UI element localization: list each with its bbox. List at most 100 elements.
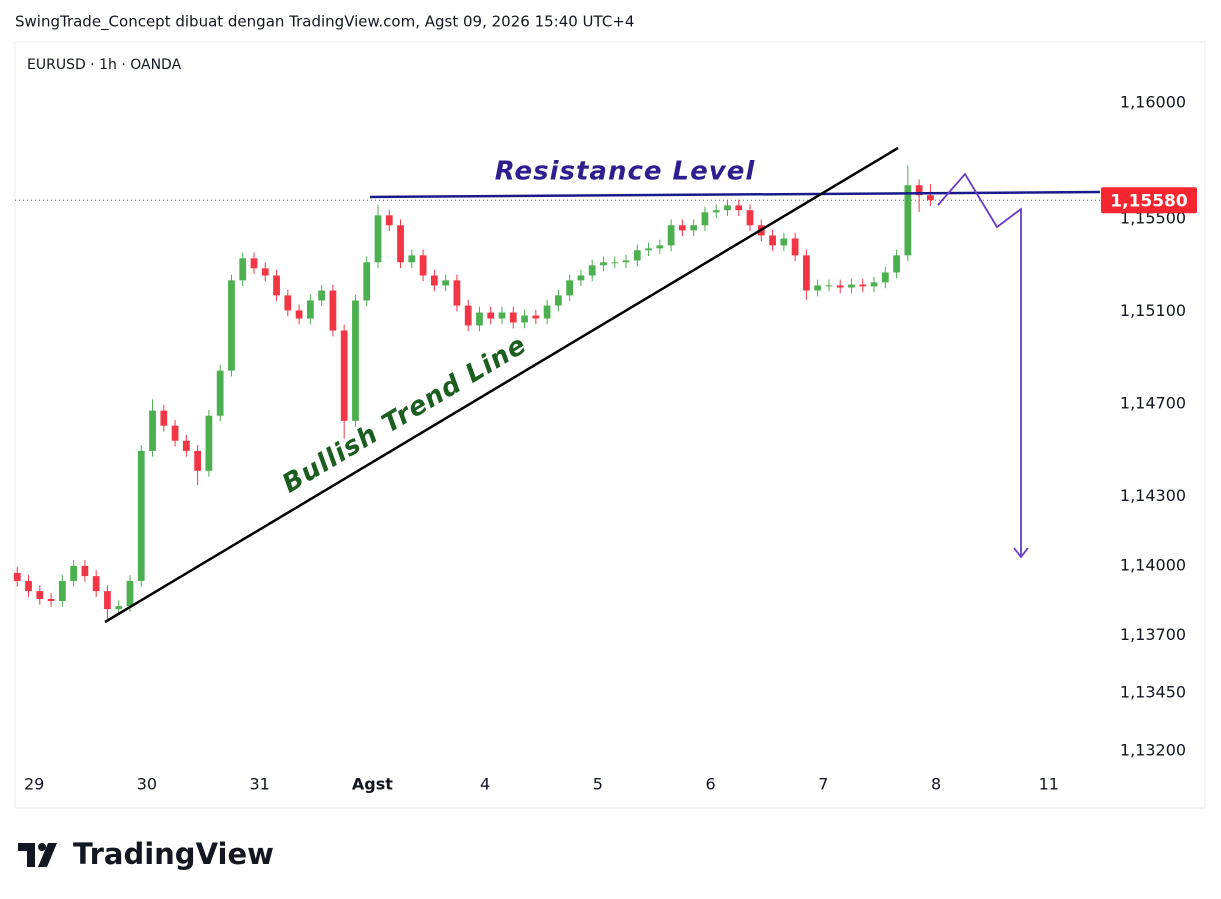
candle-body xyxy=(746,210,754,226)
candle-body xyxy=(47,598,55,602)
candle-body xyxy=(137,450,145,581)
candle-body xyxy=(521,315,528,323)
price-axis: 1,160001,155001,151001,147001,143001,140… xyxy=(24,93,1197,794)
candle-body xyxy=(306,300,314,319)
resistance-label: Resistance Level xyxy=(495,157,756,187)
candle-body xyxy=(205,415,213,471)
candle-body xyxy=(509,312,517,323)
candle-body xyxy=(419,255,427,276)
candle-body xyxy=(363,262,371,301)
attribution: SwingTrade_Concept dibuat dengan Trading… xyxy=(15,13,634,32)
candle-body xyxy=(848,284,855,288)
candle-body xyxy=(645,248,652,251)
trend-line xyxy=(104,146,899,624)
candle-body xyxy=(216,370,224,416)
logo-text: TradingView xyxy=(73,837,274,871)
candle-body xyxy=(261,268,269,276)
candle-body xyxy=(352,300,359,421)
y-tick-label: 1,13200 xyxy=(1120,741,1186,760)
x-tick-label: 6 xyxy=(705,775,715,794)
candle-body xyxy=(318,290,326,301)
candle-body xyxy=(442,280,450,286)
candle-body xyxy=(927,195,934,201)
candle-body xyxy=(374,215,382,263)
candle-body xyxy=(430,275,438,286)
x-tick-label: 4 xyxy=(480,775,490,794)
candle-body xyxy=(915,185,923,196)
candle-body xyxy=(588,265,596,276)
tradingview-logo: TradingView xyxy=(18,837,274,871)
candle-body xyxy=(70,565,78,581)
candle-body xyxy=(600,262,607,266)
candle-body xyxy=(577,275,585,281)
y-tick-label: 1,14300 xyxy=(1120,486,1186,505)
candle-body xyxy=(690,225,698,231)
logo-mark xyxy=(18,843,35,867)
candle-body xyxy=(250,258,258,269)
candle-body xyxy=(498,312,506,319)
candle-body xyxy=(679,225,686,231)
candle-body xyxy=(870,282,878,287)
x-tick-label: 29 xyxy=(24,775,44,794)
candle-body xyxy=(724,205,731,211)
x-tick-label: 5 xyxy=(593,775,603,794)
candle-body xyxy=(273,275,280,296)
candle-body xyxy=(453,280,461,306)
logo-slash xyxy=(38,843,57,867)
candle-body xyxy=(81,565,89,577)
candle-body xyxy=(397,225,404,263)
candle-body xyxy=(825,285,833,287)
candle-body xyxy=(36,591,44,599)
last-price-box xyxy=(1101,187,1197,214)
projection-path xyxy=(937,172,1022,557)
candle-body xyxy=(295,310,303,319)
candle-body xyxy=(182,440,190,451)
candle-body xyxy=(814,285,822,291)
candle-body xyxy=(735,205,743,211)
candle-body xyxy=(25,580,32,592)
x-tick-label: 11 xyxy=(1039,775,1059,794)
chart-frame xyxy=(14,41,1206,809)
candle-body xyxy=(893,255,900,273)
candle-body xyxy=(239,258,247,281)
candle-body xyxy=(904,185,912,256)
y-tick-label: 1,13450 xyxy=(1120,683,1186,702)
logo-dot xyxy=(38,843,46,851)
candle-body xyxy=(633,250,641,261)
candle-body xyxy=(92,576,100,592)
last-price-label: 1,15580 xyxy=(1110,191,1188,211)
candle-body xyxy=(611,262,619,264)
candle-body xyxy=(543,305,551,319)
candle-body xyxy=(780,238,788,246)
x-tick-label: 8 xyxy=(931,775,941,794)
candle-body xyxy=(803,255,810,291)
candle-body xyxy=(859,284,867,287)
candle-body xyxy=(329,290,337,331)
candle-body xyxy=(160,410,168,426)
candle-body xyxy=(791,238,799,256)
projection-arrowhead xyxy=(1013,547,1029,559)
plot xyxy=(13,165,1100,620)
candle-body xyxy=(228,280,235,371)
candle-body xyxy=(115,606,123,610)
candle-body xyxy=(622,260,630,263)
candle-body xyxy=(149,410,156,451)
candle-body xyxy=(171,425,179,441)
candle-body xyxy=(464,305,472,326)
candle-body xyxy=(881,272,889,283)
symbol-title: EURUSD · 1h · OANDA xyxy=(27,57,182,73)
candle-body xyxy=(769,235,776,246)
candle-body xyxy=(836,285,844,288)
y-tick-label: 1,15100 xyxy=(1120,301,1186,320)
candle-body xyxy=(701,212,709,226)
candle-body xyxy=(566,280,574,296)
candle-body xyxy=(58,580,66,602)
candle-body xyxy=(487,312,495,319)
x-tick-label: 31 xyxy=(249,775,269,794)
candle-body xyxy=(340,330,348,421)
candle-body xyxy=(385,215,393,226)
y-tick-label: 1,14700 xyxy=(1120,393,1186,412)
y-tick-label: 1,13700 xyxy=(1120,625,1186,644)
x-tick-label: 30 xyxy=(137,775,157,794)
